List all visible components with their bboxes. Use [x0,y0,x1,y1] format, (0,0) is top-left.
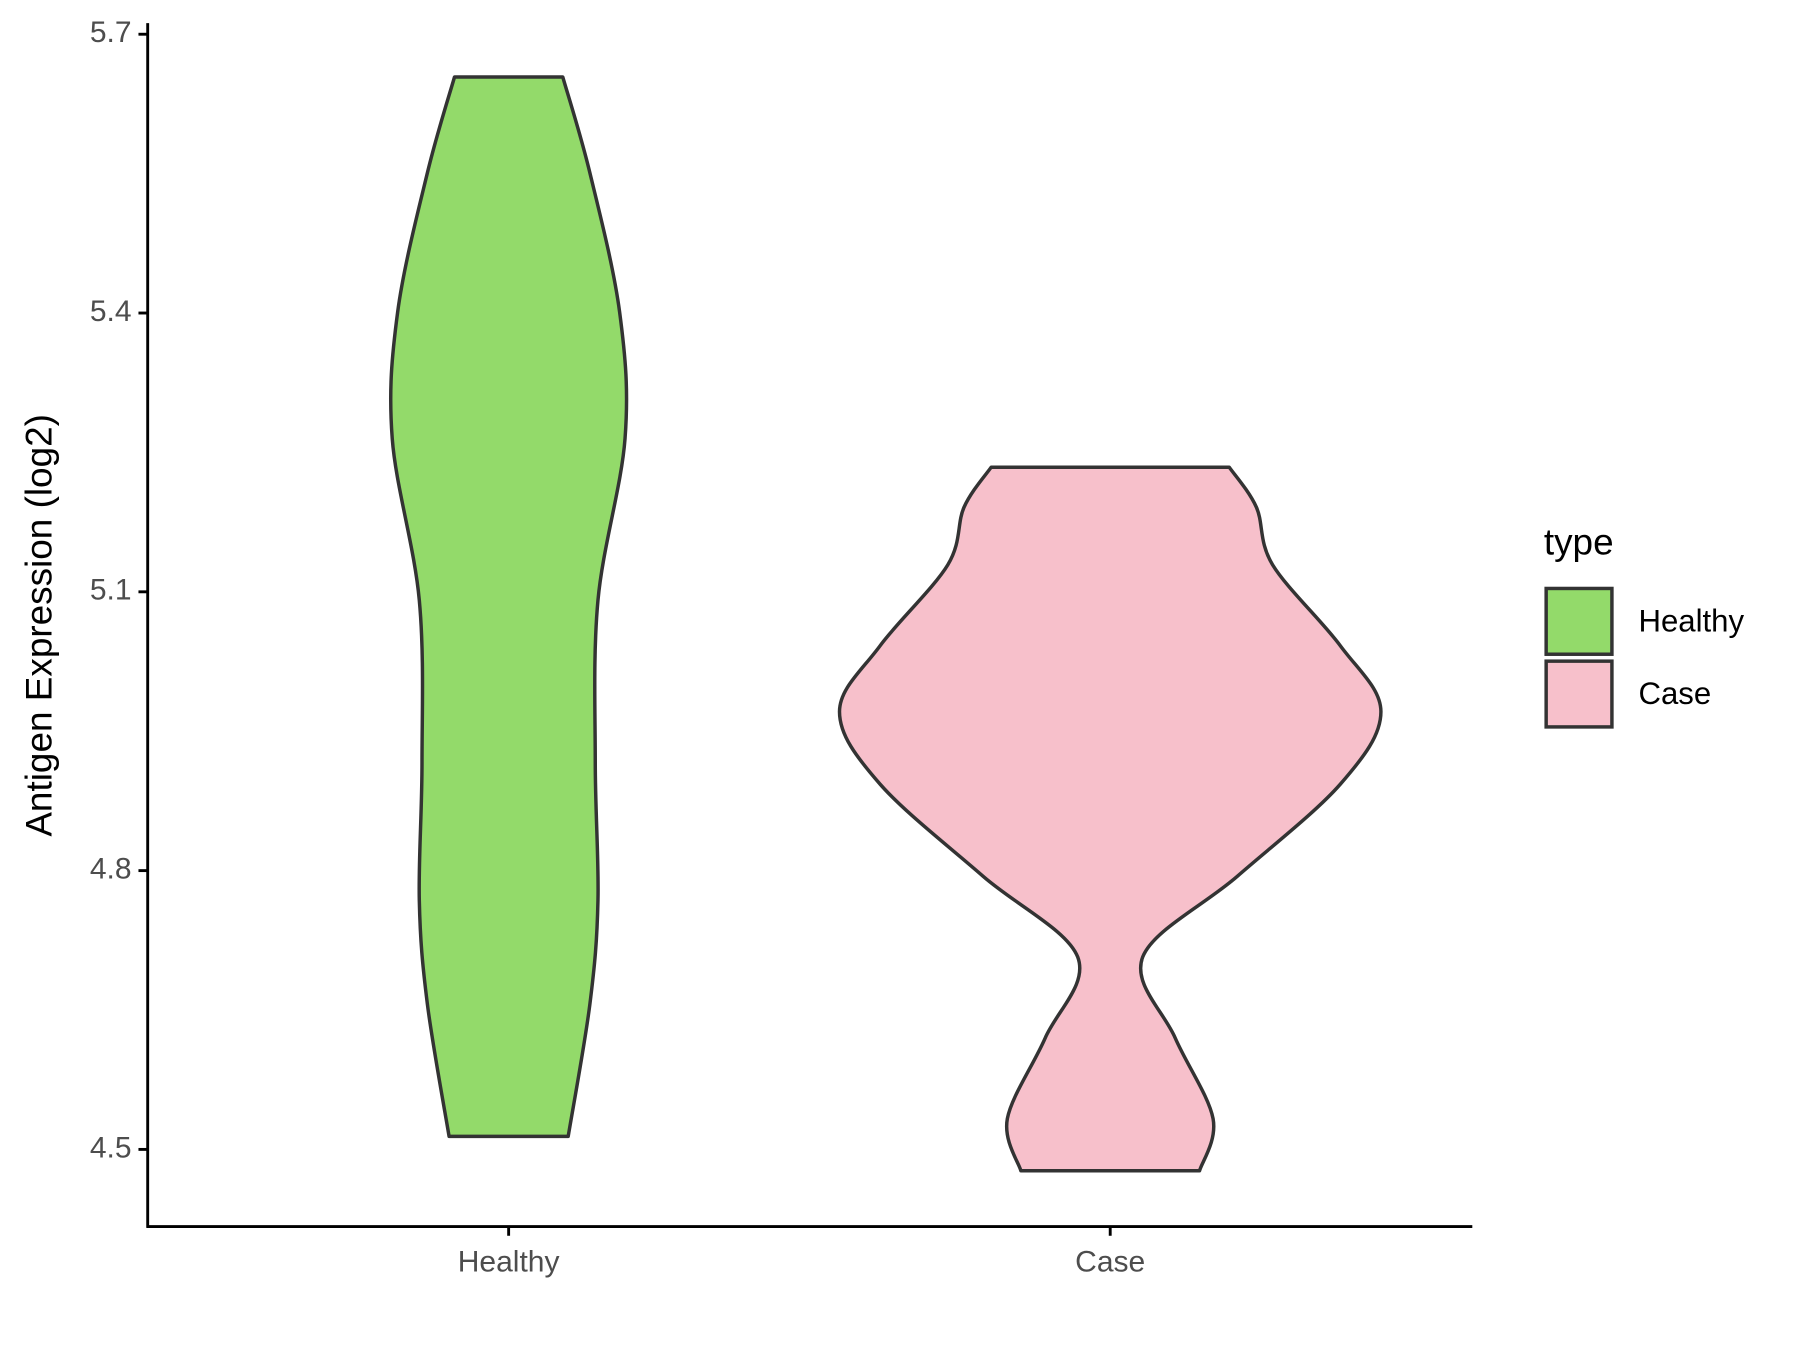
y-tick-label: 5.7 [90,16,132,49]
y-tick-label: 4.8 [90,853,132,886]
violin [388,75,629,1139]
legend-key [1544,659,1614,729]
y-tick-label: 4.5 [90,1131,132,1164]
legend-label: Healthy [1638,603,1744,638]
x-tick-label: Healthy [458,1245,560,1278]
y-tick-label: 5.4 [90,295,132,328]
violin [837,465,1383,1173]
y-axis-title: Antigen Expression (log2) [18,414,59,837]
y-tick-label: 5.1 [90,574,132,607]
legend-title: type [1544,521,1614,562]
x-tick-label: Case [1075,1245,1145,1278]
legend-label: Case [1638,676,1711,711]
legend-key [1544,586,1614,656]
